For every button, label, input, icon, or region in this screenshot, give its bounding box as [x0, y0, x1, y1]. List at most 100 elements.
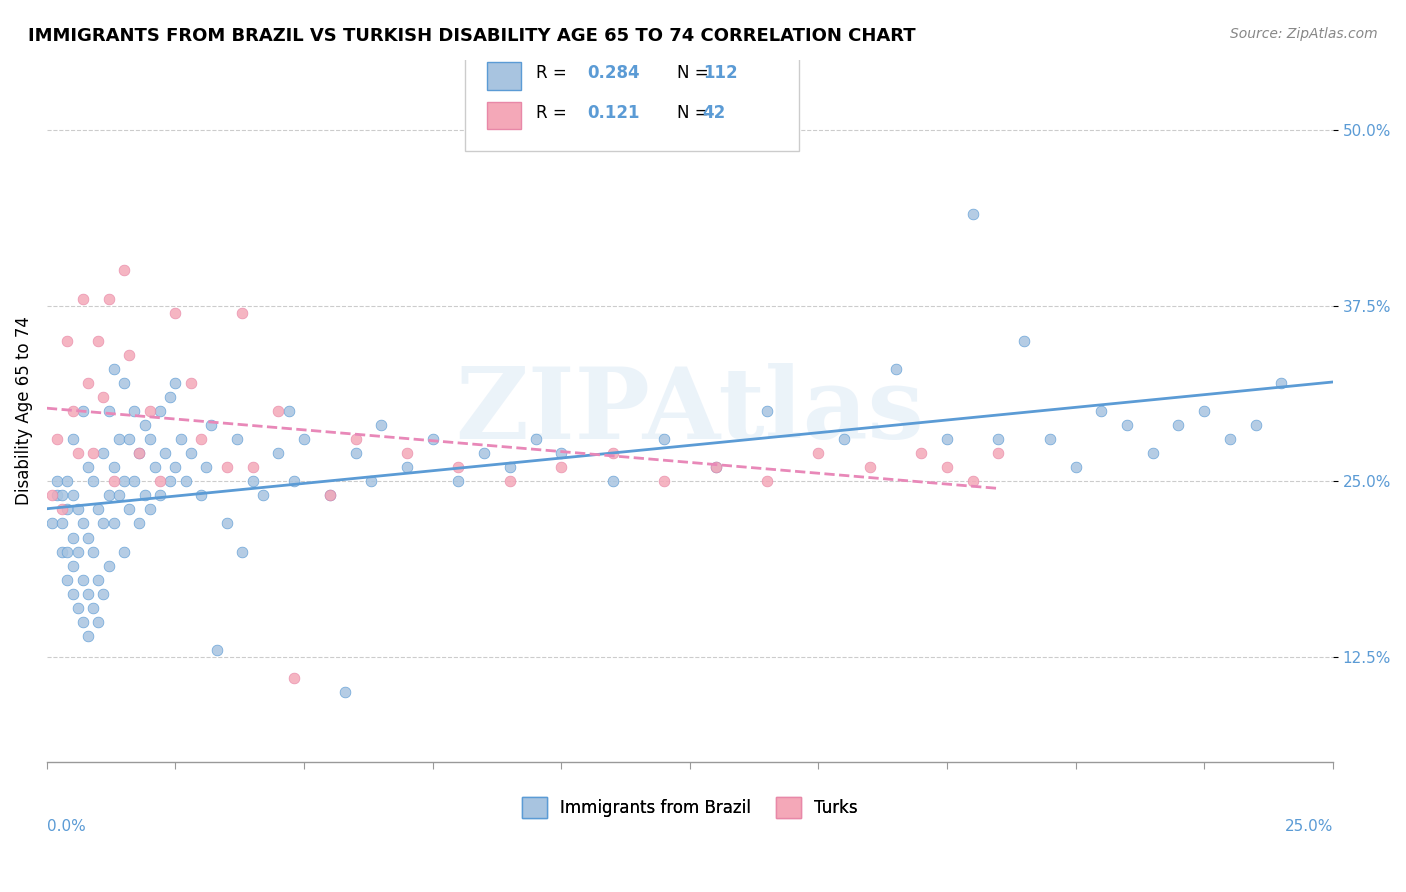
Point: [66, 502, 89, 516]
Point: [103, 362, 125, 376]
Point: [180, 376, 202, 390]
Point: [319, 488, 342, 502]
Point: [87, 573, 110, 587]
Point: [46, 475, 69, 489]
Point: [936, 460, 959, 475]
Point: [149, 404, 172, 418]
Point: [267, 446, 290, 460]
Point: [370, 418, 392, 433]
Point: [231, 544, 253, 558]
Text: 42: 42: [703, 103, 725, 121]
Point: [169, 432, 191, 446]
Point: [1244, 418, 1267, 433]
Text: N =: N =: [676, 103, 714, 121]
Point: [205, 643, 228, 657]
Y-axis label: Disability Age 65 to 74: Disability Age 65 to 74: [15, 317, 32, 506]
Point: [51, 488, 73, 502]
Point: [1064, 460, 1087, 475]
Point: [56, 475, 79, 489]
Text: 0.0%: 0.0%: [46, 819, 86, 834]
Point: [252, 488, 274, 502]
Point: [93, 446, 115, 460]
Point: [165, 305, 187, 319]
Point: [910, 446, 932, 460]
Point: [447, 460, 470, 475]
Point: [97, 558, 120, 573]
Point: [1039, 432, 1062, 446]
Point: [859, 460, 882, 475]
Point: [51, 502, 73, 516]
Point: [112, 544, 135, 558]
Point: [447, 475, 470, 489]
Point: [153, 446, 176, 460]
Point: [499, 475, 522, 489]
Point: [62, 488, 84, 502]
Point: [344, 446, 367, 460]
Point: [118, 348, 141, 362]
Point: [128, 516, 150, 531]
Point: [124, 475, 146, 489]
Point: [550, 460, 572, 475]
Point: [72, 615, 94, 629]
Point: [41, 516, 63, 531]
Legend: Immigrants from Brazil, Turks: Immigrants from Brazil, Turks: [515, 790, 865, 824]
Point: [1142, 446, 1164, 460]
Point: [1192, 404, 1215, 418]
Point: [56, 544, 79, 558]
Point: [360, 475, 382, 489]
Point: [143, 460, 166, 475]
Point: [422, 432, 444, 446]
Point: [292, 432, 315, 446]
Point: [93, 587, 115, 601]
Point: [962, 475, 984, 489]
Point: [62, 587, 84, 601]
Point: [602, 446, 624, 460]
Point: [884, 362, 907, 376]
Point: [87, 615, 110, 629]
Point: [756, 475, 779, 489]
Point: [118, 502, 141, 516]
Point: [62, 404, 84, 418]
Point: [277, 404, 299, 418]
Point: [56, 502, 79, 516]
Point: [550, 446, 572, 460]
Text: ZIPAtlas: ZIPAtlas: [456, 362, 924, 459]
Point: [395, 446, 418, 460]
Point: [97, 292, 120, 306]
Point: [82, 600, 104, 615]
Point: [335, 685, 357, 699]
Point: [128, 446, 150, 460]
Point: [108, 432, 131, 446]
Point: [72, 292, 94, 306]
Point: [395, 460, 418, 475]
Point: [77, 531, 100, 545]
Point: [267, 404, 290, 418]
Point: [124, 404, 146, 418]
Point: [149, 488, 172, 502]
Point: [66, 446, 89, 460]
Point: [46, 432, 69, 446]
Point: [41, 488, 63, 502]
Point: [134, 488, 156, 502]
Point: [652, 432, 675, 446]
Point: [77, 376, 100, 390]
Point: [93, 390, 115, 404]
Point: [242, 460, 264, 475]
Point: [93, 516, 115, 531]
Text: 0.284: 0.284: [586, 64, 640, 82]
Point: [112, 376, 135, 390]
Point: [807, 446, 830, 460]
Point: [165, 376, 187, 390]
Text: 0.121: 0.121: [586, 103, 640, 121]
Point: [77, 460, 100, 475]
Point: [51, 544, 73, 558]
Point: [936, 432, 959, 446]
Point: [165, 460, 187, 475]
Point: [87, 334, 110, 348]
Point: [472, 446, 495, 460]
Point: [139, 432, 162, 446]
Point: [832, 432, 855, 446]
Point: [524, 432, 547, 446]
Point: [72, 573, 94, 587]
Point: [66, 544, 89, 558]
